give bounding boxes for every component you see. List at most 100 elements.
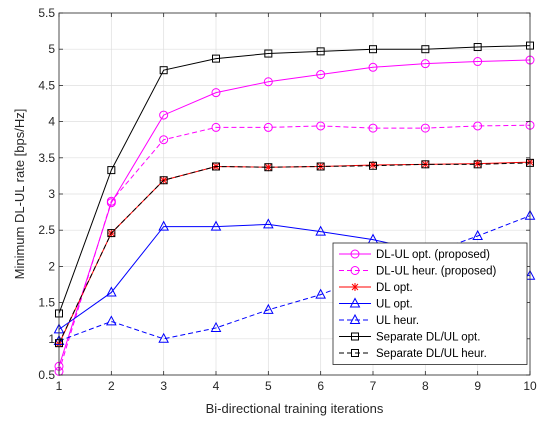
legend-label: Separate DL/UL heur.	[376, 348, 487, 360]
y-tick-label: 1	[48, 332, 55, 346]
data-point	[264, 49, 273, 58]
legend-label: DL-UL heur. (proposed)	[376, 266, 497, 278]
data-point	[263, 77, 273, 87]
legend-marker	[350, 266, 360, 275]
data-point	[107, 229, 116, 238]
y-tick-label: 1.5	[38, 296, 55, 310]
data-point	[316, 121, 326, 131]
x-tick-label: 8	[422, 379, 429, 393]
data-point	[106, 315, 117, 326]
data-point	[264, 163, 273, 172]
asterisk-stroke	[369, 161, 377, 169]
legend-item: UL heur.	[339, 313, 419, 327]
data-point	[421, 160, 430, 169]
legend-marker	[351, 332, 359, 341]
x-tick-label: 6	[317, 379, 324, 393]
series-line	[58, 59, 531, 367]
data-point	[212, 54, 220, 63]
legend-marker	[349, 297, 361, 308]
x-tick-label: 2	[108, 379, 115, 393]
legend-label: Separate DL/UL opt.	[376, 332, 480, 344]
data-point	[212, 162, 220, 171]
data-point	[420, 123, 430, 133]
data-point	[211, 88, 221, 98]
legend-marker	[351, 283, 359, 291]
series-layer	[53, 41, 536, 376]
x-axis-label: Bi-directional training iterations	[206, 401, 384, 416]
series-6	[55, 41, 534, 318]
legend-marker	[349, 313, 361, 324]
legend-item: Separate DL/UL heur.	[339, 348, 487, 360]
legend-label: DL-UL opt. (proposed)	[376, 249, 490, 261]
data-point	[106, 196, 116, 206]
data-point	[263, 122, 273, 132]
y-tick-label: 0.5	[38, 368, 55, 382]
asterisk-stroke	[474, 160, 482, 167]
data-point	[263, 218, 274, 229]
asterisk-stroke	[351, 283, 359, 291]
y-axis-label: Minimum DL-UL rate [bps/Hz]	[12, 109, 27, 280]
x-tick-label: 1	[56, 379, 63, 393]
legend: DL-UL opt. (proposed) DL-UL heur. (propos…	[332, 242, 528, 365]
y-tick-label: 5.5	[38, 6, 55, 20]
data-point	[107, 166, 116, 175]
data-point	[210, 321, 222, 332]
series-line	[58, 45, 531, 314]
legend-label: DL opt.	[376, 282, 413, 294]
legend-item: DL opt.	[339, 282, 413, 294]
data-point	[368, 62, 378, 72]
asterisk-stroke	[264, 163, 272, 171]
x-tick-label: 4	[213, 379, 220, 393]
data-point	[369, 161, 377, 170]
legend-item: UL opt.	[339, 297, 413, 311]
data-point	[473, 121, 483, 131]
legend-marker	[351, 349, 359, 357]
data-point	[316, 47, 325, 56]
data-point	[369, 45, 377, 54]
data-point	[159, 110, 169, 120]
data-point	[421, 45, 430, 54]
x-tick-label: 9	[474, 379, 481, 393]
data-point	[473, 57, 483, 67]
data-point	[159, 135, 169, 145]
data-point	[316, 162, 325, 171]
series-line	[58, 124, 531, 372]
data-point	[210, 220, 222, 231]
data-point	[316, 70, 326, 80]
x-tick-label: 5	[265, 379, 272, 393]
legend-label: UL opt.	[376, 299, 413, 311]
x-tick-label: 3	[160, 379, 167, 393]
legend-marker	[350, 249, 360, 259]
data-point	[420, 59, 430, 69]
x-tick-label: 10	[523, 379, 537, 393]
data-point	[473, 160, 482, 169]
data-point	[263, 303, 274, 314]
x-tick-label: 7	[370, 379, 377, 393]
data-point	[159, 176, 168, 185]
data-point	[315, 288, 326, 299]
y-tick-label: 3	[48, 187, 55, 201]
data-point	[159, 66, 168, 75]
data-point	[368, 123, 378, 133]
legend-item: DL-UL opt. (proposed)	[339, 249, 490, 261]
data-point	[158, 332, 169, 343]
y-tick-label: 2.5	[38, 223, 55, 237]
data-point	[473, 43, 482, 52]
data-point	[106, 286, 117, 297]
series-line	[58, 215, 531, 342]
y-tick-label: 4.5	[38, 78, 55, 92]
legend-item: Separate DL/UL opt.	[339, 332, 480, 344]
legend-item: DL-UL heur. (proposed)	[339, 266, 497, 278]
axis-ticks: 1 2 3 4 5 6 7 8 9 100.511.522.533.544.555.5	[38, 6, 537, 393]
data-point	[211, 122, 221, 132]
y-tick-label: 4	[48, 115, 55, 129]
series-line	[58, 162, 531, 344]
series-2	[54, 120, 535, 376]
y-tick-label: 3.5	[38, 151, 55, 165]
data-point	[472, 229, 483, 240]
legend-label: UL heur.	[376, 315, 419, 327]
data-point	[315, 225, 326, 236]
data-point	[158, 220, 169, 231]
y-tick-label: 2	[48, 259, 55, 273]
